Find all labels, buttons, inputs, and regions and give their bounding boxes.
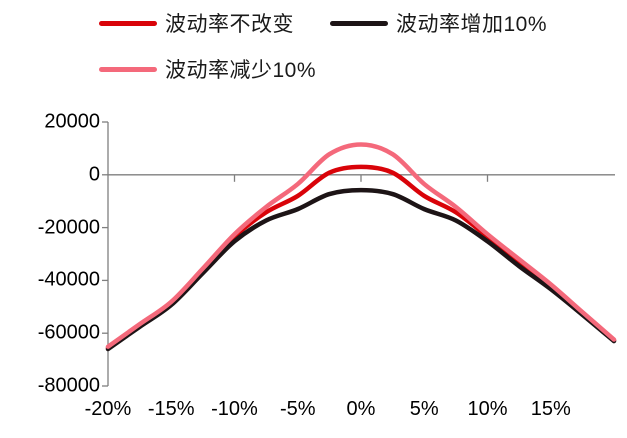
y-axis-tick-label: -20000 — [37, 216, 100, 239]
y-axis-tick-label: -60000 — [37, 321, 100, 344]
y-axis-tick-label: 20000 — [44, 110, 100, 133]
x-axis-tick-label: -10% — [211, 398, 258, 420]
x-axis-tick-label: 10% — [467, 398, 508, 420]
legend-line-swatch-black — [330, 20, 388, 26]
legend-label: 波动率不改变 — [165, 13, 294, 36]
x-axis-tick-label: 5% — [409, 398, 439, 420]
legend-item-vol-down-10pct: 波动率减少10% — [99, 56, 316, 82]
legend-line-swatch-pink — [99, 66, 157, 72]
series-curve-2 — [105, 142, 617, 349]
series-curve-0 — [105, 164, 617, 351]
legend-item-vol-unchanged: 波动率不改变 — [99, 10, 294, 36]
legend-label: 波动率减少10% — [165, 59, 317, 82]
x-axis-tick-label: 15% — [530, 398, 571, 420]
x-axis-tick-label: -20% — [84, 398, 132, 420]
x-axis-tick-label: -15% — [147, 398, 195, 420]
x-axis-tick-label: -5% — [279, 398, 316, 420]
legend-label: 波动率增加10% — [396, 13, 548, 36]
y-axis-tick-label: -80000 — [37, 374, 100, 397]
y-axis-tick-label: -40000 — [37, 268, 100, 291]
series-curve-1 — [105, 187, 617, 352]
legend-line-swatch-red — [99, 20, 157, 26]
legend-item-vol-up-10pct: 波动率增加10% — [330, 10, 547, 36]
y-axis-tick-label: 0 — [88, 163, 100, 186]
x-axis-tick-label: 0% — [346, 398, 376, 420]
